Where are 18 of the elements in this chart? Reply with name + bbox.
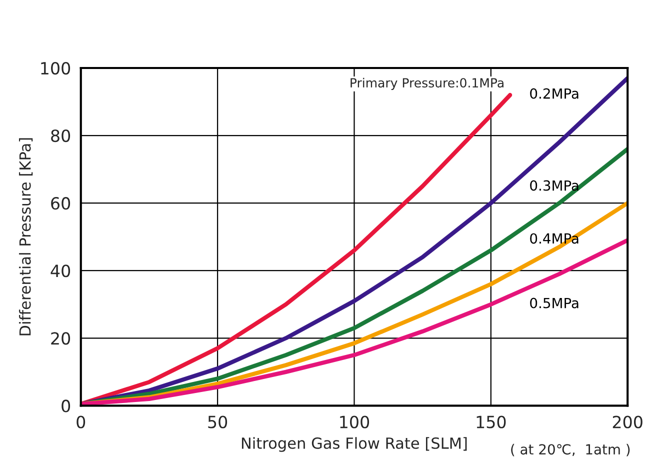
y-tick-label: 0 <box>62 400 70 412</box>
x-tick-label: 100 <box>340 416 370 428</box>
series-label: 0.3MPa <box>530 180 578 191</box>
x-axis-title: Nitrogen Gas Flow Rate [SLM] <box>242 437 467 452</box>
x-tick-label: 150 <box>476 416 506 428</box>
y-tick-label: 20 <box>51 332 70 345</box>
x-tick-label: 200 <box>612 416 642 428</box>
y-tick-label: 80 <box>51 130 70 142</box>
series-label: 0.5MPa <box>530 298 578 308</box>
x-tick-label: 50 <box>208 416 228 428</box>
series-label: Primary Pressure:0.1MPa <box>350 78 504 90</box>
y-tick-label: 60 <box>51 197 70 210</box>
y-tick-label: 100 <box>41 62 70 75</box>
y-axis-title: Differential Pressure [KPa] <box>19 138 33 336</box>
series-label: 0.2MPa <box>530 88 578 99</box>
x-tick-label: 0 <box>76 416 86 428</box>
text: ( at 20℃, 1atm ) <box>511 444 630 456</box>
y-tick-label: 40 <box>50 264 70 278</box>
